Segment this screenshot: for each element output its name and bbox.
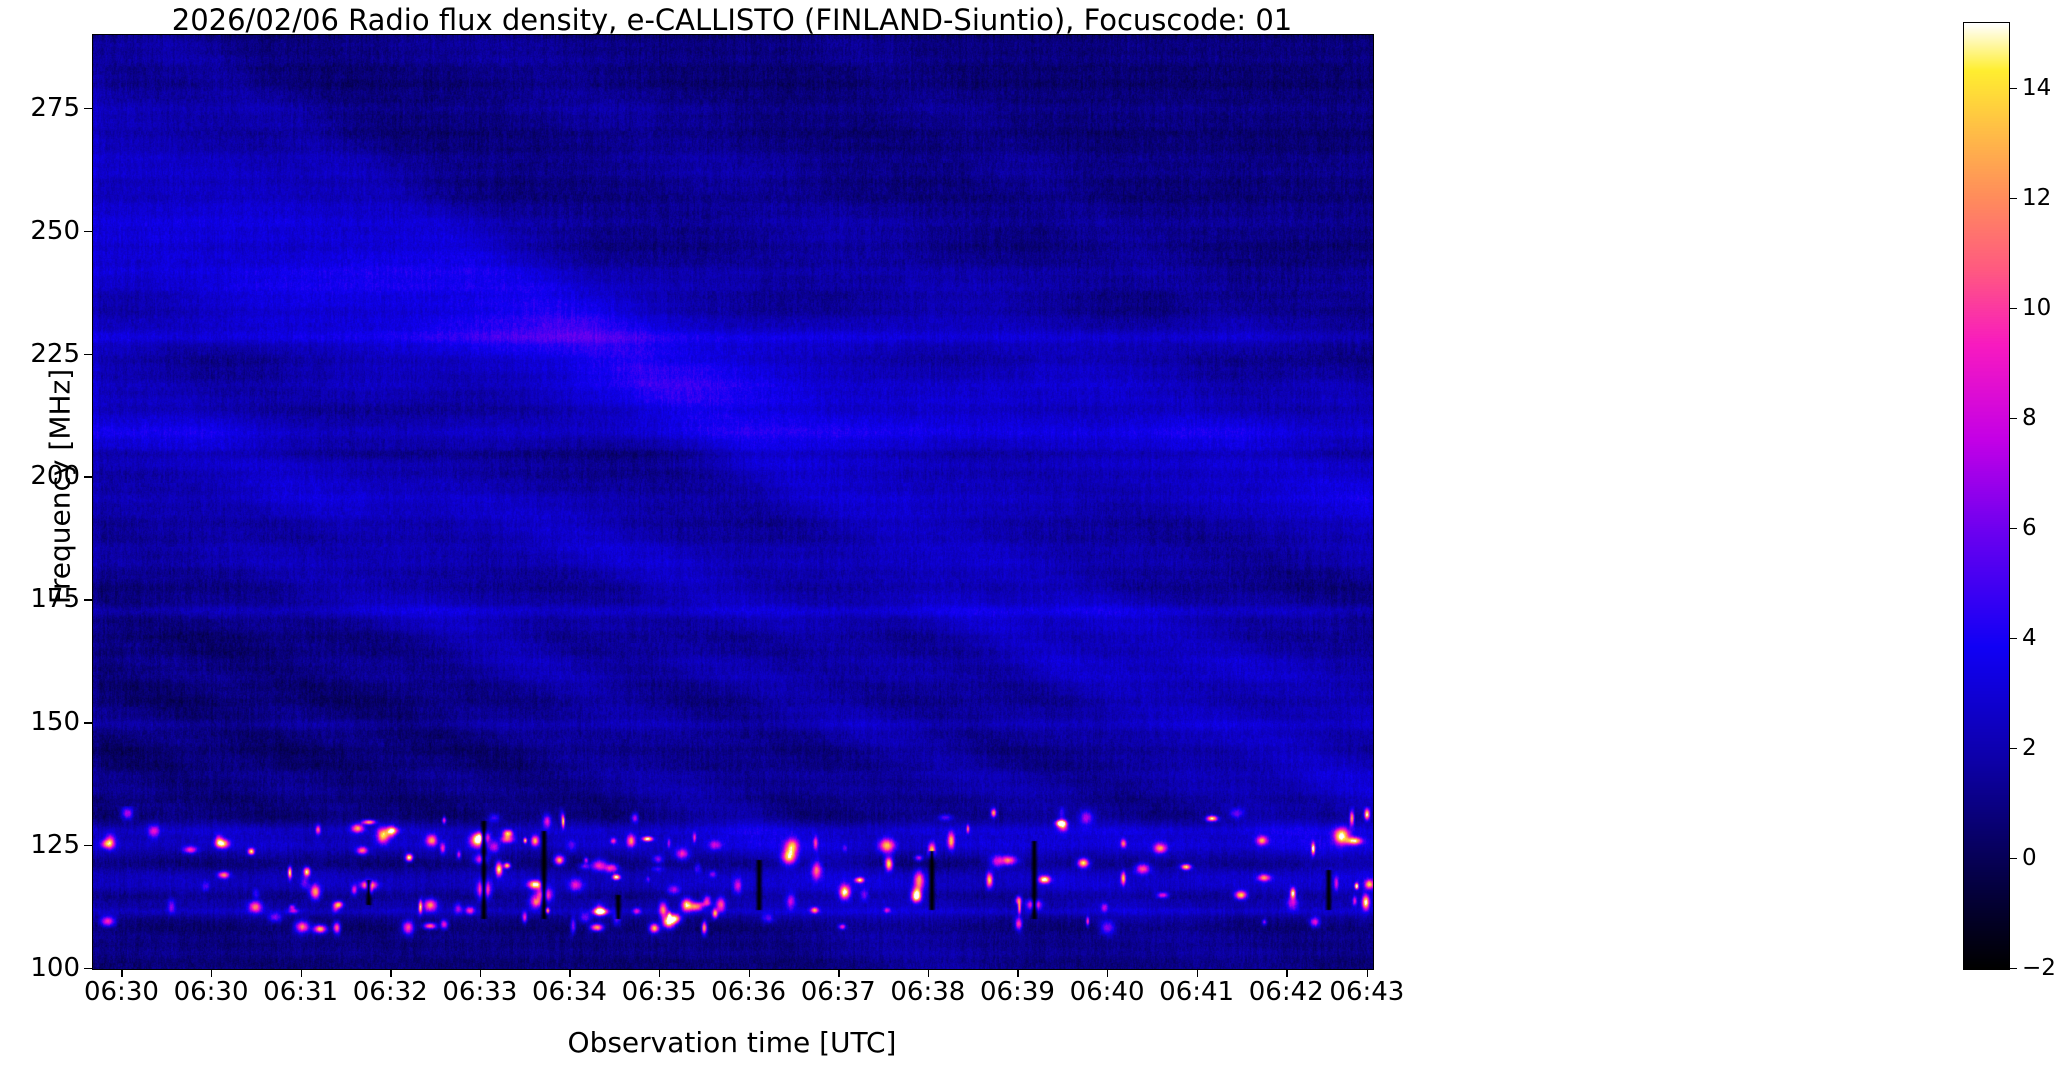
x-axis-label: Observation time [UTC] — [567, 1026, 897, 1059]
colorbar-tick-label: 4 — [2022, 625, 2037, 651]
x-tick-label: 06:33 — [442, 977, 518, 1007]
y-tick-mark — [84, 476, 92, 478]
colorbar-tick-mark — [2009, 198, 2017, 200]
x-tick-mark — [1107, 969, 1109, 977]
y-tick-label: 175 — [30, 584, 80, 615]
y-tick-mark — [84, 230, 92, 233]
spectrogram-image — [93, 35, 1373, 969]
x-tick-mark — [211, 969, 213, 977]
x-tick-mark — [1286, 969, 1288, 977]
x-tick-label: 06:32 — [352, 977, 428, 1007]
y-tick-label: 250 — [30, 215, 80, 246]
colorbar-tick-mark — [2009, 308, 2017, 310]
colorbar-tick-mark — [2009, 638, 2017, 640]
colorbar-tick-label: 8 — [2022, 405, 2037, 431]
y-tick-label: 200 — [30, 461, 80, 492]
y-tick-mark — [84, 107, 92, 110]
x-tick-label: 06:34 — [531, 977, 607, 1007]
x-tick-mark — [1366, 969, 1369, 977]
colorbar-tick-label: 6 — [2022, 515, 2037, 541]
colorbar-tick-mark — [2009, 528, 2017, 530]
colorbar-tick-label: 10 — [2022, 295, 2052, 321]
x-tick-mark — [748, 969, 751, 977]
x-tick-label: 06:42 — [1248, 977, 1324, 1007]
x-tick-mark — [390, 969, 392, 977]
x-tick-label: 06:40 — [1069, 977, 1145, 1007]
y-tick-mark — [84, 968, 92, 970]
y-tick-mark — [84, 722, 92, 724]
y-tick-label: 100 — [30, 953, 80, 983]
colorbar-tick-mark — [2009, 748, 2017, 750]
x-tick-label: 06:36 — [711, 977, 787, 1007]
y-tick-mark — [84, 353, 92, 355]
y-tick-mark — [84, 599, 92, 601]
colorbar-tick-label: 0 — [2022, 845, 2037, 871]
y-tick-label: 275 — [30, 92, 80, 123]
colorbar-tick-label: 2 — [2022, 735, 2037, 761]
y-tick-label: 125 — [30, 830, 80, 861]
x-tick-mark — [1017, 969, 1019, 977]
x-tick-mark — [838, 969, 840, 977]
x-tick-label: 06:41 — [1159, 977, 1235, 1007]
figure-title: 2026/02/06 Radio flux density, e-CALLIST… — [171, 3, 1293, 37]
colorbar-tick-label: 14 — [2022, 75, 2052, 101]
spectrogram-axes[interactable] — [92, 34, 1374, 970]
x-tick-mark — [300, 969, 303, 977]
colorbar-tick-mark — [2009, 88, 2017, 90]
x-tick-label: 06:35 — [621, 977, 697, 1007]
y-axis-label: Frequency [MHz] — [43, 368, 77, 605]
colorbar[interactable] — [1963, 22, 2010, 970]
y-tick-label: 225 — [30, 338, 80, 369]
y-tick-label: 150 — [30, 707, 80, 738]
colorbar-tick-label: 12 — [2022, 185, 2052, 211]
x-tick-mark — [927, 969, 930, 977]
x-tick-label: 06:39 — [979, 977, 1055, 1007]
colorbar-tick-label: −2 — [2022, 955, 2056, 981]
colorbar-gradient — [1964, 23, 2009, 969]
x-tick-mark — [659, 969, 661, 977]
y-tick-mark — [84, 845, 92, 847]
x-tick-mark — [479, 969, 482, 977]
x-tick-label: 06:38 — [890, 977, 966, 1007]
x-tick-mark — [569, 969, 571, 977]
colorbar-tick-mark — [2009, 858, 2017, 860]
x-tick-label: 06:43 — [1329, 977, 1405, 1007]
colorbar-tick-mark — [2009, 418, 2017, 420]
x-tick-mark — [121, 969, 123, 977]
x-tick-label: 06:30 — [173, 977, 249, 1007]
x-tick-label: 06:37 — [800, 977, 876, 1007]
x-tick-label: 06:31 — [263, 977, 339, 1007]
colorbar-tick-mark — [2009, 968, 2017, 970]
x-tick-mark — [1196, 969, 1199, 977]
x-tick-label: 06:30 — [83, 977, 159, 1007]
